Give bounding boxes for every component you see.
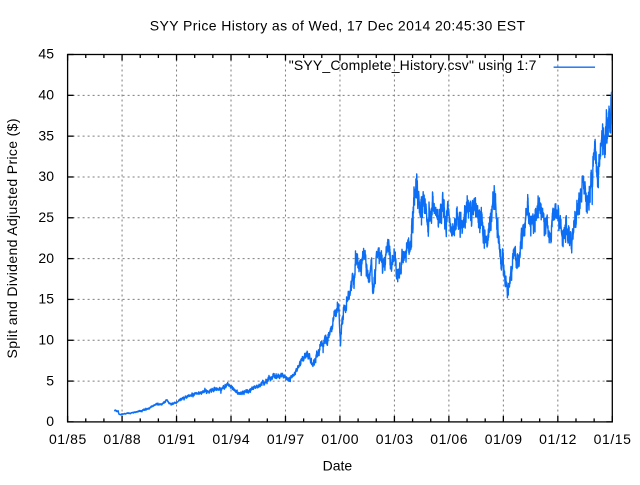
svg-text:01/12: 01/12 xyxy=(539,431,577,447)
svg-text:25: 25 xyxy=(38,209,54,225)
svg-text:Split and Dividend Adjusted Pr: Split and Dividend Adjusted Price ($) xyxy=(4,119,20,359)
svg-text:20: 20 xyxy=(38,250,54,266)
svg-text:Date: Date xyxy=(323,458,353,474)
svg-text:10: 10 xyxy=(38,331,54,347)
svg-text:01/03: 01/03 xyxy=(376,431,414,447)
svg-text:01/06: 01/06 xyxy=(430,431,468,447)
svg-text:15: 15 xyxy=(38,291,54,307)
svg-text:45: 45 xyxy=(38,46,54,62)
svg-text:01/97: 01/97 xyxy=(267,431,305,447)
svg-text:30: 30 xyxy=(38,168,54,184)
svg-text:0: 0 xyxy=(46,413,54,429)
svg-text:01/91: 01/91 xyxy=(158,431,196,447)
svg-text:01/88: 01/88 xyxy=(103,431,141,447)
svg-text:"SYY_Complete_History.csv" usi: "SYY_Complete_History.csv" using 1:7 xyxy=(289,57,537,73)
svg-text:01/85: 01/85 xyxy=(49,431,87,447)
svg-text:35: 35 xyxy=(38,127,54,143)
svg-text:01/15: 01/15 xyxy=(594,431,632,447)
svg-text:5: 5 xyxy=(46,372,54,388)
svg-text:40: 40 xyxy=(38,87,54,103)
svg-text:01/00: 01/00 xyxy=(321,431,359,447)
svg-text:01/09: 01/09 xyxy=(485,431,523,447)
svg-text:01/94: 01/94 xyxy=(212,431,250,447)
svg-text:SYY Price History as of Wed, 1: SYY Price History as of Wed, 17 Dec 2014… xyxy=(150,18,526,34)
